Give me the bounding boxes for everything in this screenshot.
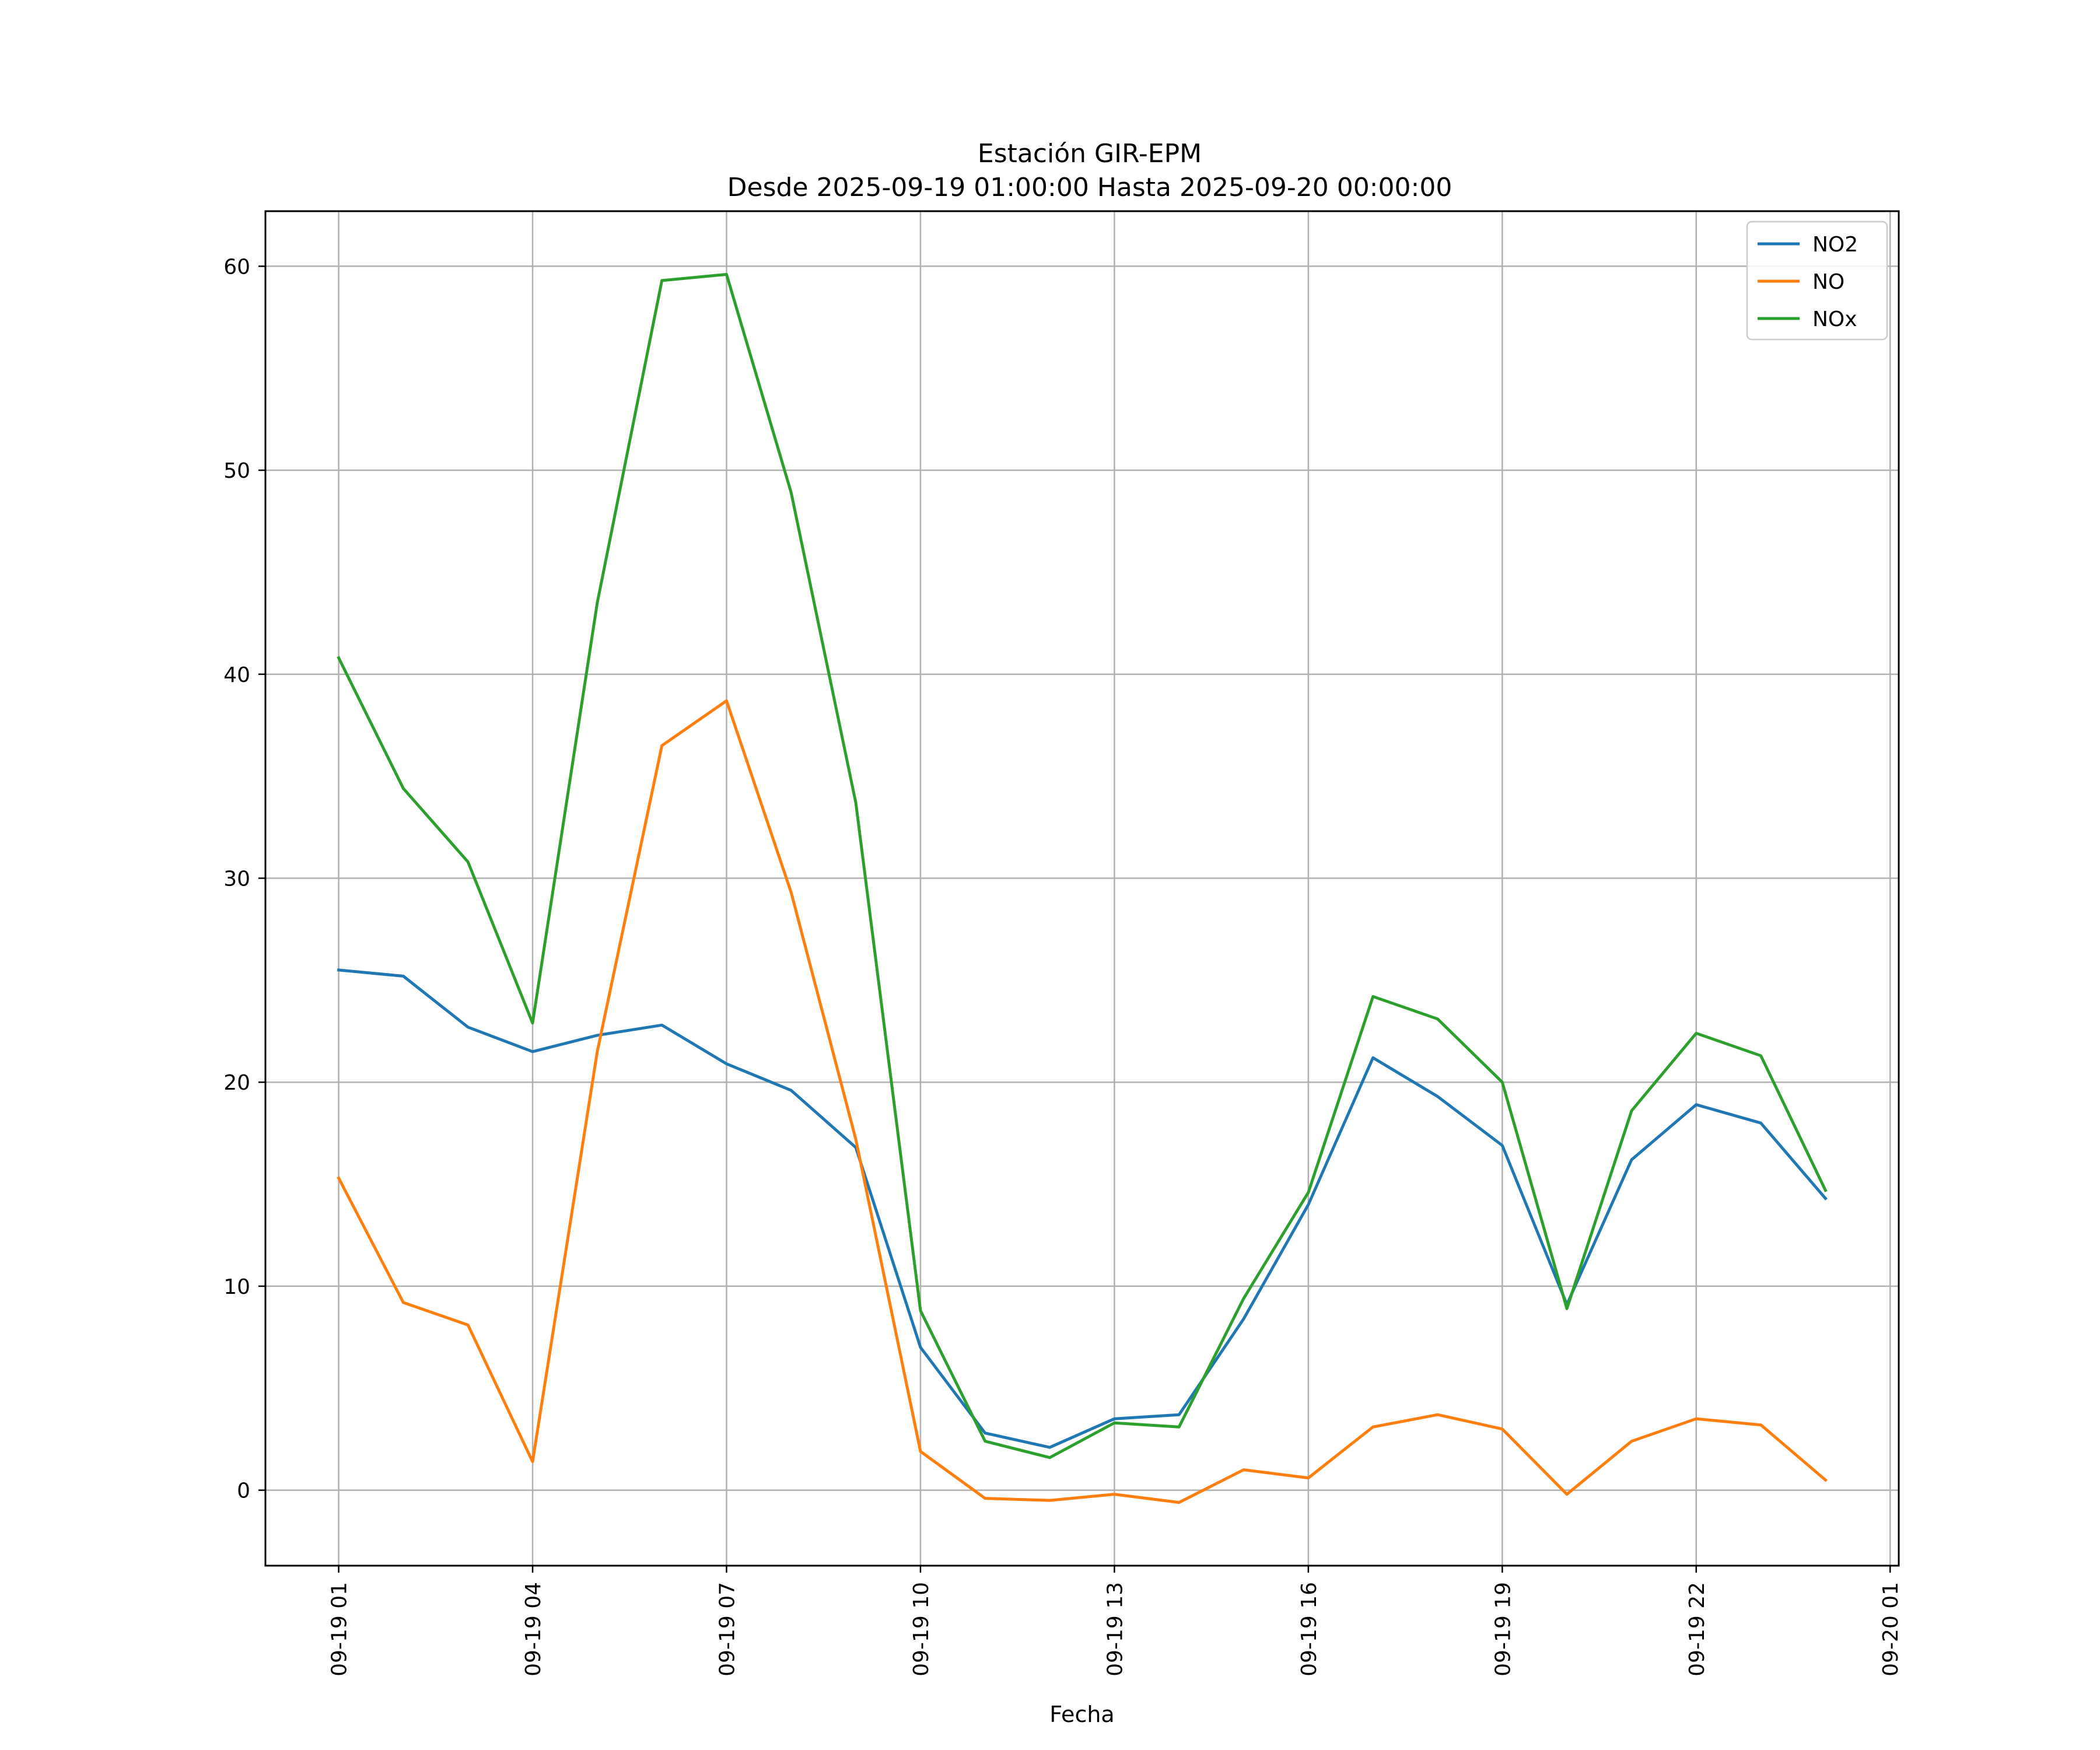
series-line-nox [337,272,1828,1460]
legend-label: NO [1812,270,1845,294]
x-tick-label: 09-19 10 [909,1582,933,1676]
y-tick-label: 0 [237,1479,250,1503]
x-tick-label: 09-19 13 [1103,1582,1127,1676]
y-tick-label: 60 [223,255,250,279]
plot-lines [337,272,1828,1504]
x-tick-label: 09-19 01 [328,1582,352,1676]
chart-subtitle: Desde 2025-09-19 01:00:00 Hasta 2025-09-… [727,173,1452,202]
x-tick-label: 09-19 07 [716,1582,740,1676]
legend-label: NO2 [1812,233,1858,257]
legend: NO2 NO NOx [1746,220,1888,341]
y-tick-label: 10 [223,1275,250,1299]
legend-box [1746,220,1888,341]
plot-area [264,210,1900,1567]
series-line-no [337,699,1828,1504]
y-tick-label: 20 [223,1071,250,1095]
y-tick-label: 40 [223,663,250,687]
y-tick-label: 30 [223,867,250,891]
x-tick-label: 09-20 01 [1879,1582,1903,1676]
axis-ticks: 09-19 01 09-19 04 09-19 07 09-19 10 09-19 13… [223,255,1903,1676]
grid [265,211,1899,1566]
y-tick-label: 50 [223,459,250,483]
x-tick-label: 09-19 04 [522,1582,545,1676]
x-tick-label: 09-19 19 [1491,1582,1515,1676]
legend-label: NOx [1812,307,1857,331]
x-tick-label: 09-19 16 [1297,1582,1321,1676]
series-line-no2 [337,968,1828,1449]
chart-title: Estación GIR-EPM [978,139,1202,169]
x-tick-label: 09-19 22 [1685,1582,1709,1676]
x-axis-label: Fecha [1049,1702,1114,1727]
